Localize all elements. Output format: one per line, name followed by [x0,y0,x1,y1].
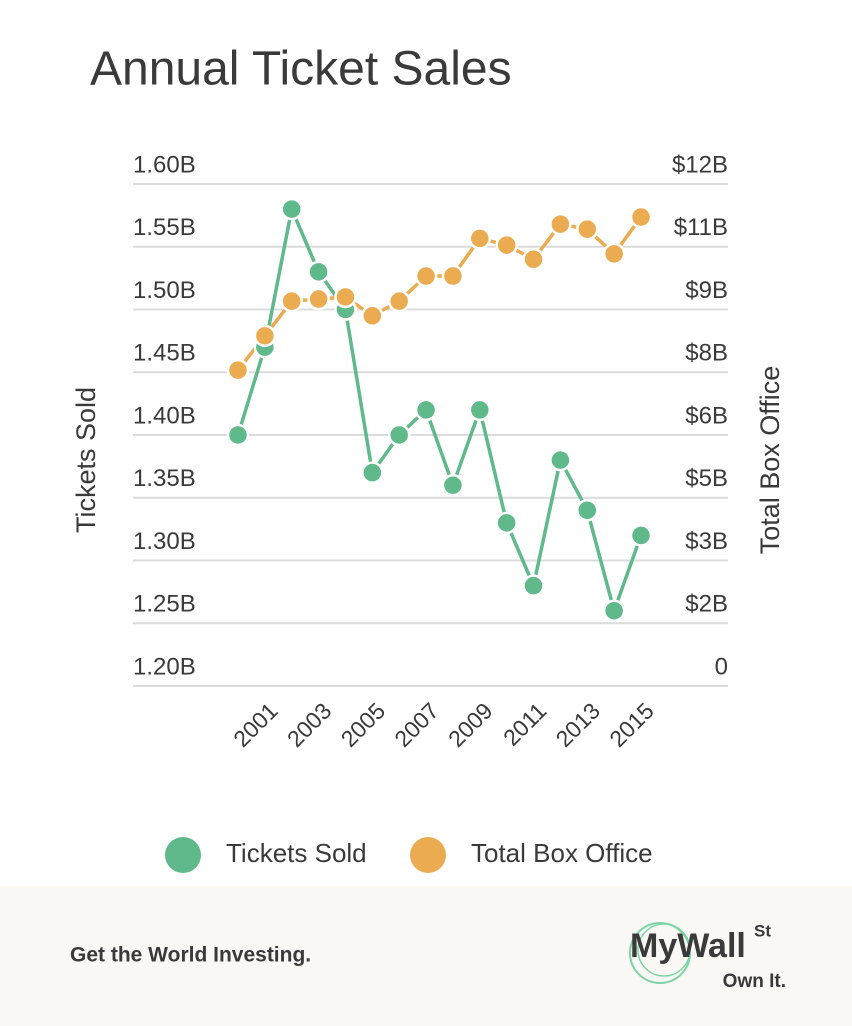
data-point [280,289,303,313]
data-point [602,599,626,622]
data-point [522,574,545,597]
y2-tick-label: 0 [715,653,728,680]
data-point [468,227,492,250]
data-point [414,398,438,422]
legend-swatch [410,837,446,873]
series-line [236,216,643,372]
y2-tick-label: $2B [685,591,728,618]
logo: MyWall St Own It. [629,921,786,992]
data-point [226,423,250,447]
data-point [226,358,250,382]
logo-sup: St [754,921,771,940]
series-line [236,203,643,617]
data-point [602,242,626,266]
footer [0,886,852,1026]
data-point [495,233,518,257]
data-point [361,461,384,484]
y2-tick-label: $8B [685,340,728,367]
y-axis-label: Tickets Sold [71,387,101,533]
y-tick-label: 1.40B [133,402,196,429]
y2-tick-label: $9B [685,277,728,304]
y-tick-label: 1.35B [133,465,196,492]
legend-label: Total Box Office [471,838,653,868]
data-point [522,248,545,271]
data-point [629,524,653,547]
data-point [280,197,303,221]
data-point [629,205,653,229]
y-tick-label: 1.30B [133,528,196,555]
data-point [441,473,465,497]
legend-label: Tickets Sold [226,838,367,868]
y2-tick-label: $12B [672,151,728,178]
y-tick-label: 1.20B [133,653,196,680]
y2-axis-label: Total Box Office [755,366,785,555]
data-point [441,264,465,288]
y2-tick-label: $5B [685,465,728,492]
legend-swatch [165,837,201,873]
y-tick-label: 1.60B [133,151,196,178]
logo-ring [637,923,691,977]
chart-title: Annual Ticket Sales [90,43,512,96]
logo-slogan: Own It. [723,971,786,992]
y-tick-label: 1.55B [133,214,196,241]
data-point [549,212,572,236]
data-point [361,304,384,328]
y2-tick-label: $11B [674,214,728,241]
y-tick-label: 1.25B [133,591,196,618]
data-point [307,287,330,311]
data-point [495,511,518,535]
data-point [253,324,277,348]
data-point [576,499,599,522]
y2-tick-label: $6B [685,402,728,429]
data-point [576,217,599,241]
y-tick-label: 1.50B [133,277,196,304]
logo-text: MyWall [630,927,746,965]
data-point [414,264,438,288]
data-point [307,260,330,284]
y2-tick-label: $3B [685,528,728,555]
data-point [549,448,572,472]
data-point [334,285,357,309]
data-point [387,423,411,447]
tagline: Get the World Investing. [70,944,311,967]
y-tick-label: 1.45B [133,340,196,367]
data-point [468,398,492,422]
data-point [387,289,411,313]
